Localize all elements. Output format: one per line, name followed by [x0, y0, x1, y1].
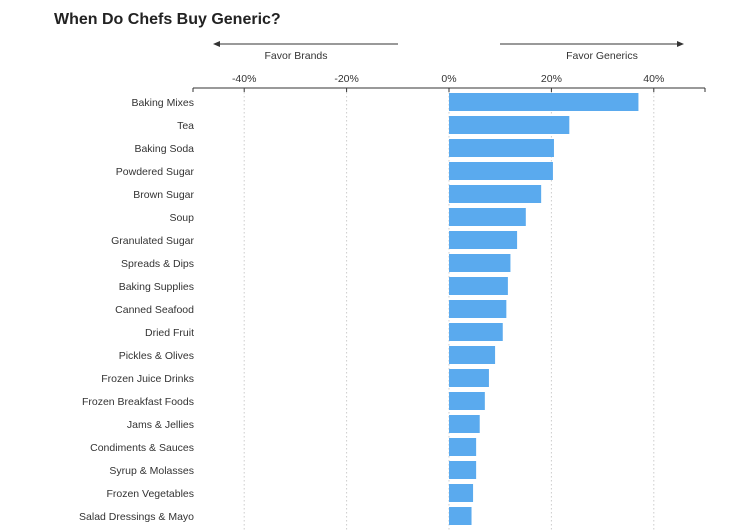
x-tick-label-0: -40% [232, 73, 257, 85]
bar-18 [449, 507, 472, 525]
bar-0 [449, 93, 639, 111]
bar-14 [449, 415, 480, 433]
category-label-14: Jams & Jellies [127, 419, 194, 431]
category-label-3: Powdered Sugar [116, 166, 195, 178]
bar-11 [449, 346, 496, 364]
bar-1 [449, 116, 570, 134]
bar-6 [449, 231, 518, 249]
chart-title: When Do Chefs Buy Generic? [54, 11, 281, 28]
bar-17 [449, 484, 474, 502]
category-label-6: Granulated Sugar [111, 235, 194, 247]
category-label-16: Syrup & Molasses [109, 465, 194, 477]
bar-15 [449, 438, 477, 456]
bar-13 [449, 392, 485, 410]
bar-10 [449, 323, 503, 341]
left-arrow-icon [213, 41, 220, 47]
x-tick-layer: -40% -20% 0% 20% 40% [232, 73, 664, 92]
bar-9 [449, 300, 507, 318]
bar-12 [449, 369, 489, 387]
category-label-18: Salad Dressings & Mayo [79, 511, 194, 523]
category-label-layer: Baking Mixes Tea Baking Soda Powdered Sugar… [79, 97, 194, 523]
category-label-5: Soup [169, 212, 194, 224]
right-arrow-icon [677, 41, 684, 47]
category-label-9: Canned Seafood [115, 304, 194, 316]
category-label-12: Frozen Juice Drinks [101, 373, 194, 385]
bar-7 [449, 254, 511, 272]
category-label-2: Baking Soda [134, 143, 194, 155]
category-label-11: Pickles & Olives [119, 350, 194, 362]
category-label-4: Brown Sugar [133, 189, 194, 201]
favor-generics-label: Favor Generics [566, 50, 638, 62]
bar-8 [449, 277, 508, 295]
category-label-0: Baking Mixes [132, 97, 194, 109]
x-tick-label-4: 40% [643, 73, 664, 85]
favor-brands-label: Favor Brands [264, 50, 327, 62]
x-tick-label-1: -20% [334, 73, 359, 85]
bar-5 [449, 208, 526, 226]
category-label-13: Frozen Breakfast Foods [82, 396, 194, 408]
bar-3 [449, 162, 553, 180]
category-label-8: Baking Supplies [119, 281, 194, 293]
bar-2 [449, 139, 554, 157]
category-label-7: Spreads & Dips [121, 258, 194, 270]
x-tick-label-2: 0% [441, 73, 456, 85]
category-label-15: Condiments & Sauces [90, 442, 194, 454]
bar-layer [449, 93, 639, 525]
category-label-1: Tea [177, 120, 194, 132]
bar-16 [449, 461, 477, 479]
category-label-17: Frozen Vegetables [106, 488, 194, 500]
x-tick-label-3: 20% [541, 73, 562, 85]
category-label-10: Dried Fruit [145, 327, 194, 339]
bar-4 [449, 185, 542, 203]
